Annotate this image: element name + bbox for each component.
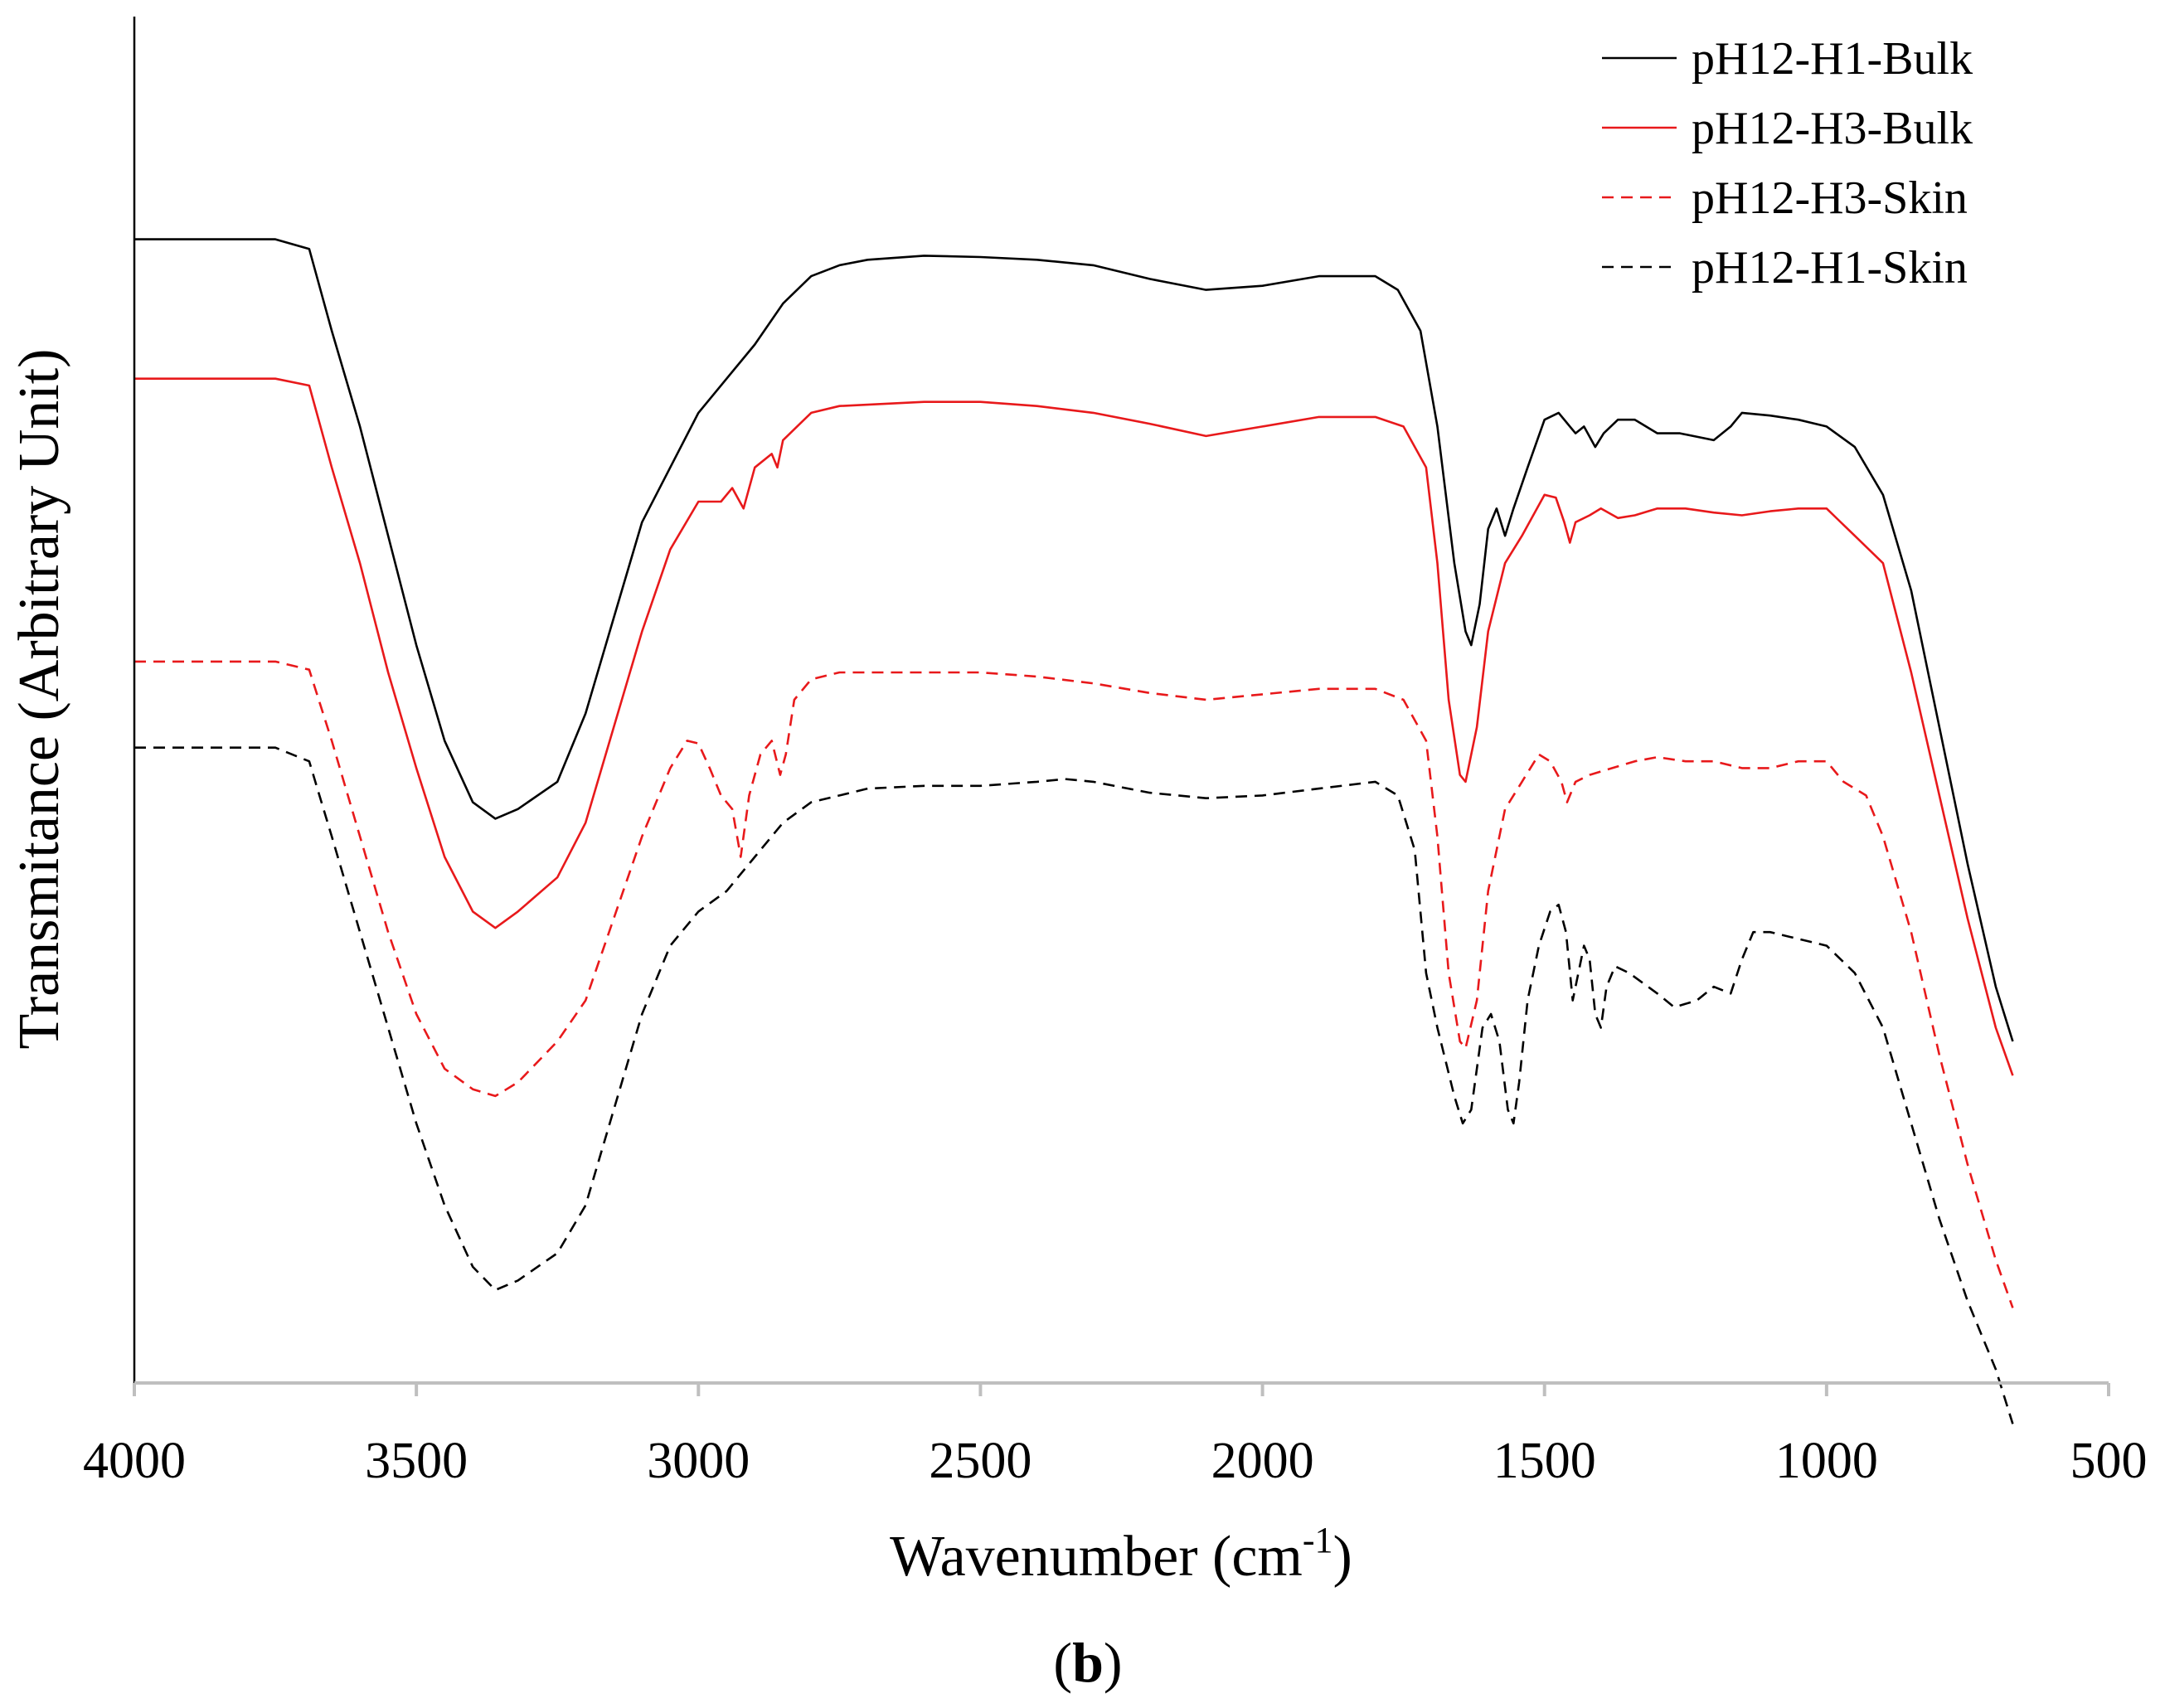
x-tick-label: 2000	[1211, 1433, 1314, 1489]
x-tick-label: 3000	[647, 1433, 750, 1489]
x-axis-title-superscript: -1	[1303, 1520, 1333, 1560]
x-ticks: 4000 3500 3000 2500 2000 1500 1000 500	[83, 1383, 2148, 1489]
y-axis-title: Transmitance (Arbitrary Unit)	[7, 349, 71, 1050]
legend-label: pH12-H1-Skin	[1692, 242, 1968, 294]
legend-label: pH12-H3-Bulk	[1692, 103, 1973, 154]
series-line-ph12-h1-skin	[134, 746, 2014, 1424]
legend-label: pH12-H1-Bulk	[1692, 33, 1973, 85]
x-tick-label: 3500	[365, 1433, 468, 1489]
series-layer	[134, 238, 2014, 1424]
x-tick-label: 1500	[1493, 1433, 1596, 1489]
series-line-ph12-h1-bulk	[134, 238, 2014, 1042]
x-tick-label: 2500	[929, 1433, 1032, 1489]
legend-label: pH12-H3-Skin	[1692, 172, 1968, 224]
legend: pH12-H1-Bulk pH12-H3-Bulk pH12-H3-Skin pH12…	[1602, 33, 1973, 294]
axes	[133, 17, 2109, 1385]
series-line-ph12-h3-skin	[134, 660, 2014, 1308]
x-tick-label: 4000	[83, 1433, 186, 1489]
x-axis-title: Wavenumber (cm-1)	[890, 1520, 1352, 1589]
series-line-ph12-h3-bulk	[134, 377, 2014, 1076]
x-tick-label: 1000	[1775, 1433, 1878, 1489]
panel-label: (b)	[1053, 1631, 1122, 1694]
x-tick-label: 500	[2070, 1433, 2148, 1489]
